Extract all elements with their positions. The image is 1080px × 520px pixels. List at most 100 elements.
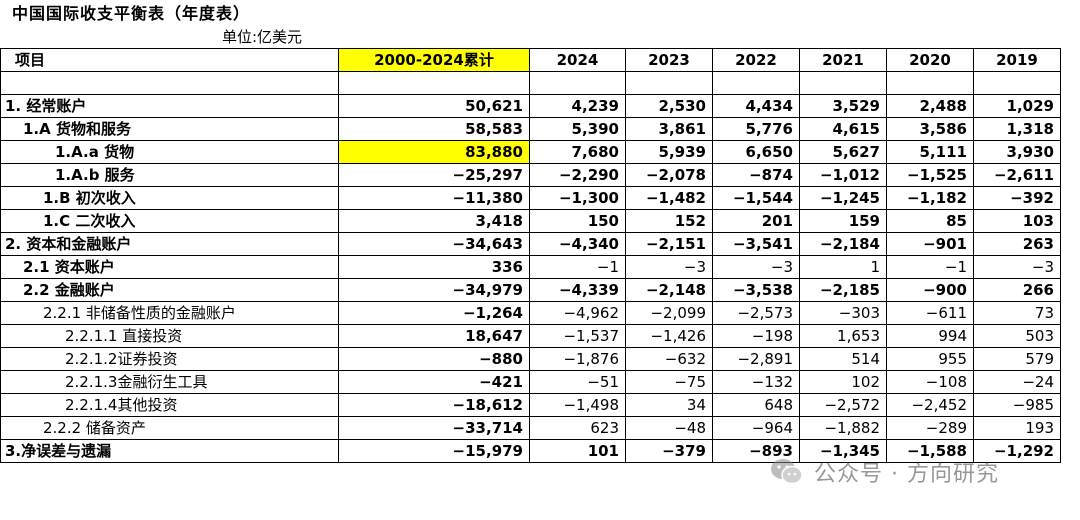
cell[interactable]: −2,099 xyxy=(625,301,713,325)
cell[interactable]: −1,525 xyxy=(886,163,974,187)
cell[interactable]: −1,882 xyxy=(799,416,887,440)
cell[interactable]: −880 xyxy=(338,347,530,371)
cell[interactable]: −632 xyxy=(625,347,713,371)
cell[interactable]: −1,292 xyxy=(973,439,1061,463)
cell[interactable]: −34,979 xyxy=(338,278,530,302)
cell[interactable]: 102 xyxy=(799,370,887,394)
cell[interactable]: 5,939 xyxy=(625,140,713,164)
cell[interactable]: −1,537 xyxy=(529,324,626,348)
cell[interactable]: −4,962 xyxy=(529,301,626,325)
cell[interactable]: 5,627 xyxy=(799,140,887,164)
row-label[interactable]: 1.C 二次收入 xyxy=(0,209,339,233)
cell[interactable]: 514 xyxy=(799,347,887,371)
header-2022[interactable]: 2022 xyxy=(712,48,800,72)
row-label[interactable]: 1.A.a 货物 xyxy=(0,140,339,164)
row-label[interactable]: 1.B 初次收入 xyxy=(0,186,339,210)
cell[interactable]: −2,151 xyxy=(625,232,713,256)
row-label[interactable]: 1. 经常账户 xyxy=(0,94,339,118)
cell[interactable]: −51 xyxy=(529,370,626,394)
cell[interactable]: −33,714 xyxy=(338,416,530,440)
cell[interactable]: −198 xyxy=(712,324,800,348)
cell[interactable]: −4,340 xyxy=(529,232,626,256)
cell[interactable]: 1 xyxy=(799,255,887,279)
cell[interactable]: −48 xyxy=(625,416,713,440)
cell[interactable]: 150 xyxy=(529,209,626,233)
cell[interactable]: −75 xyxy=(625,370,713,394)
cell[interactable]: −2,290 xyxy=(529,163,626,187)
cell[interactable]: 193 xyxy=(973,416,1061,440)
cell[interactable]: 3,529 xyxy=(799,94,887,118)
row-label[interactable]: 3.净误差与遗漏 xyxy=(0,439,339,463)
header-2020[interactable]: 2020 xyxy=(886,48,974,72)
cell[interactable]: −4,339 xyxy=(529,278,626,302)
cell[interactable] xyxy=(338,71,530,95)
row-label[interactable]: 2.2.1.2证券投资 xyxy=(0,347,339,371)
row-label[interactable]: 1.A.b 服务 xyxy=(0,163,339,187)
cell[interactable]: −2,611 xyxy=(973,163,1061,187)
cell[interactable]: 266 xyxy=(973,278,1061,302)
cell[interactable]: 4,434 xyxy=(712,94,800,118)
cell[interactable]: −1 xyxy=(529,255,626,279)
cell[interactable]: 101 xyxy=(529,439,626,463)
cell[interactable] xyxy=(712,71,800,95)
cell[interactable]: −1,264 xyxy=(338,301,530,325)
cell[interactable]: −11,380 xyxy=(338,186,530,210)
cell[interactable]: 579 xyxy=(973,347,1061,371)
cell[interactable]: 152 xyxy=(625,209,713,233)
cell[interactable] xyxy=(973,71,1061,95)
cell[interactable]: −2,573 xyxy=(712,301,800,325)
cell[interactable]: −3 xyxy=(712,255,800,279)
cell[interactable]: 103 xyxy=(973,209,1061,233)
cell[interactable]: −874 xyxy=(712,163,800,187)
cell[interactable]: −15,979 xyxy=(338,439,530,463)
cell[interactable]: −1,544 xyxy=(712,186,800,210)
row-label[interactable]: 2.2 金融账户 xyxy=(0,278,339,302)
row-label[interactable]: 2.2.1 非储备性质的金融账户 xyxy=(0,301,339,325)
cell[interactable]: 994 xyxy=(886,324,974,348)
cell[interactable]: −303 xyxy=(799,301,887,325)
cell[interactable]: 3,861 xyxy=(625,117,713,141)
cell[interactable]: −3 xyxy=(625,255,713,279)
cell[interactable]: −2,185 xyxy=(799,278,887,302)
cell[interactable]: 3,930 xyxy=(973,140,1061,164)
cell[interactable]: 159 xyxy=(799,209,887,233)
cell[interactable]: −611 xyxy=(886,301,974,325)
cell[interactable]: 2,530 xyxy=(625,94,713,118)
header-cumulative[interactable]: 2000-2024累计 xyxy=(338,48,530,72)
cell[interactable] xyxy=(529,71,626,95)
cell[interactable]: 50,621 xyxy=(338,94,530,118)
cell[interactable]: −3 xyxy=(973,255,1061,279)
cell[interactable]: −289 xyxy=(886,416,974,440)
cell[interactable]: −964 xyxy=(712,416,800,440)
header-2019[interactable]: 2019 xyxy=(973,48,1061,72)
cell[interactable]: 5,776 xyxy=(712,117,800,141)
cell[interactable]: −1,426 xyxy=(625,324,713,348)
cell[interactable]: −2,184 xyxy=(799,232,887,256)
cell[interactable]: 5,111 xyxy=(886,140,974,164)
cell[interactable]: 73 xyxy=(973,301,1061,325)
cell[interactable]: −421 xyxy=(338,370,530,394)
cell[interactable]: −379 xyxy=(625,439,713,463)
cell-highlighted[interactable]: 83,880 xyxy=(338,140,530,164)
cell[interactable]: −2,452 xyxy=(886,393,974,417)
cell[interactable]: −3,538 xyxy=(712,278,800,302)
cell[interactable]: 34 xyxy=(625,393,713,417)
cell[interactable]: −24 xyxy=(973,370,1061,394)
cell[interactable]: −1 xyxy=(886,255,974,279)
cell[interactable]: −2,148 xyxy=(625,278,713,302)
cell[interactable]: −18,612 xyxy=(338,393,530,417)
header-item[interactable]: 项目 xyxy=(0,48,339,72)
header-2021[interactable]: 2021 xyxy=(799,48,887,72)
cell[interactable] xyxy=(799,71,887,95)
cell[interactable]: −985 xyxy=(973,393,1061,417)
header-2023[interactable]: 2023 xyxy=(625,48,713,72)
cell[interactable]: 1,653 xyxy=(799,324,887,348)
cell[interactable]: −1,498 xyxy=(529,393,626,417)
cell[interactable]: 85 xyxy=(886,209,974,233)
cell[interactable]: 1,318 xyxy=(973,117,1061,141)
cell[interactable]: −1,012 xyxy=(799,163,887,187)
cell[interactable]: −132 xyxy=(712,370,800,394)
cell[interactable]: −2,891 xyxy=(712,347,800,371)
cell[interactable]: −1,182 xyxy=(886,186,974,210)
cell[interactable]: 503 xyxy=(973,324,1061,348)
